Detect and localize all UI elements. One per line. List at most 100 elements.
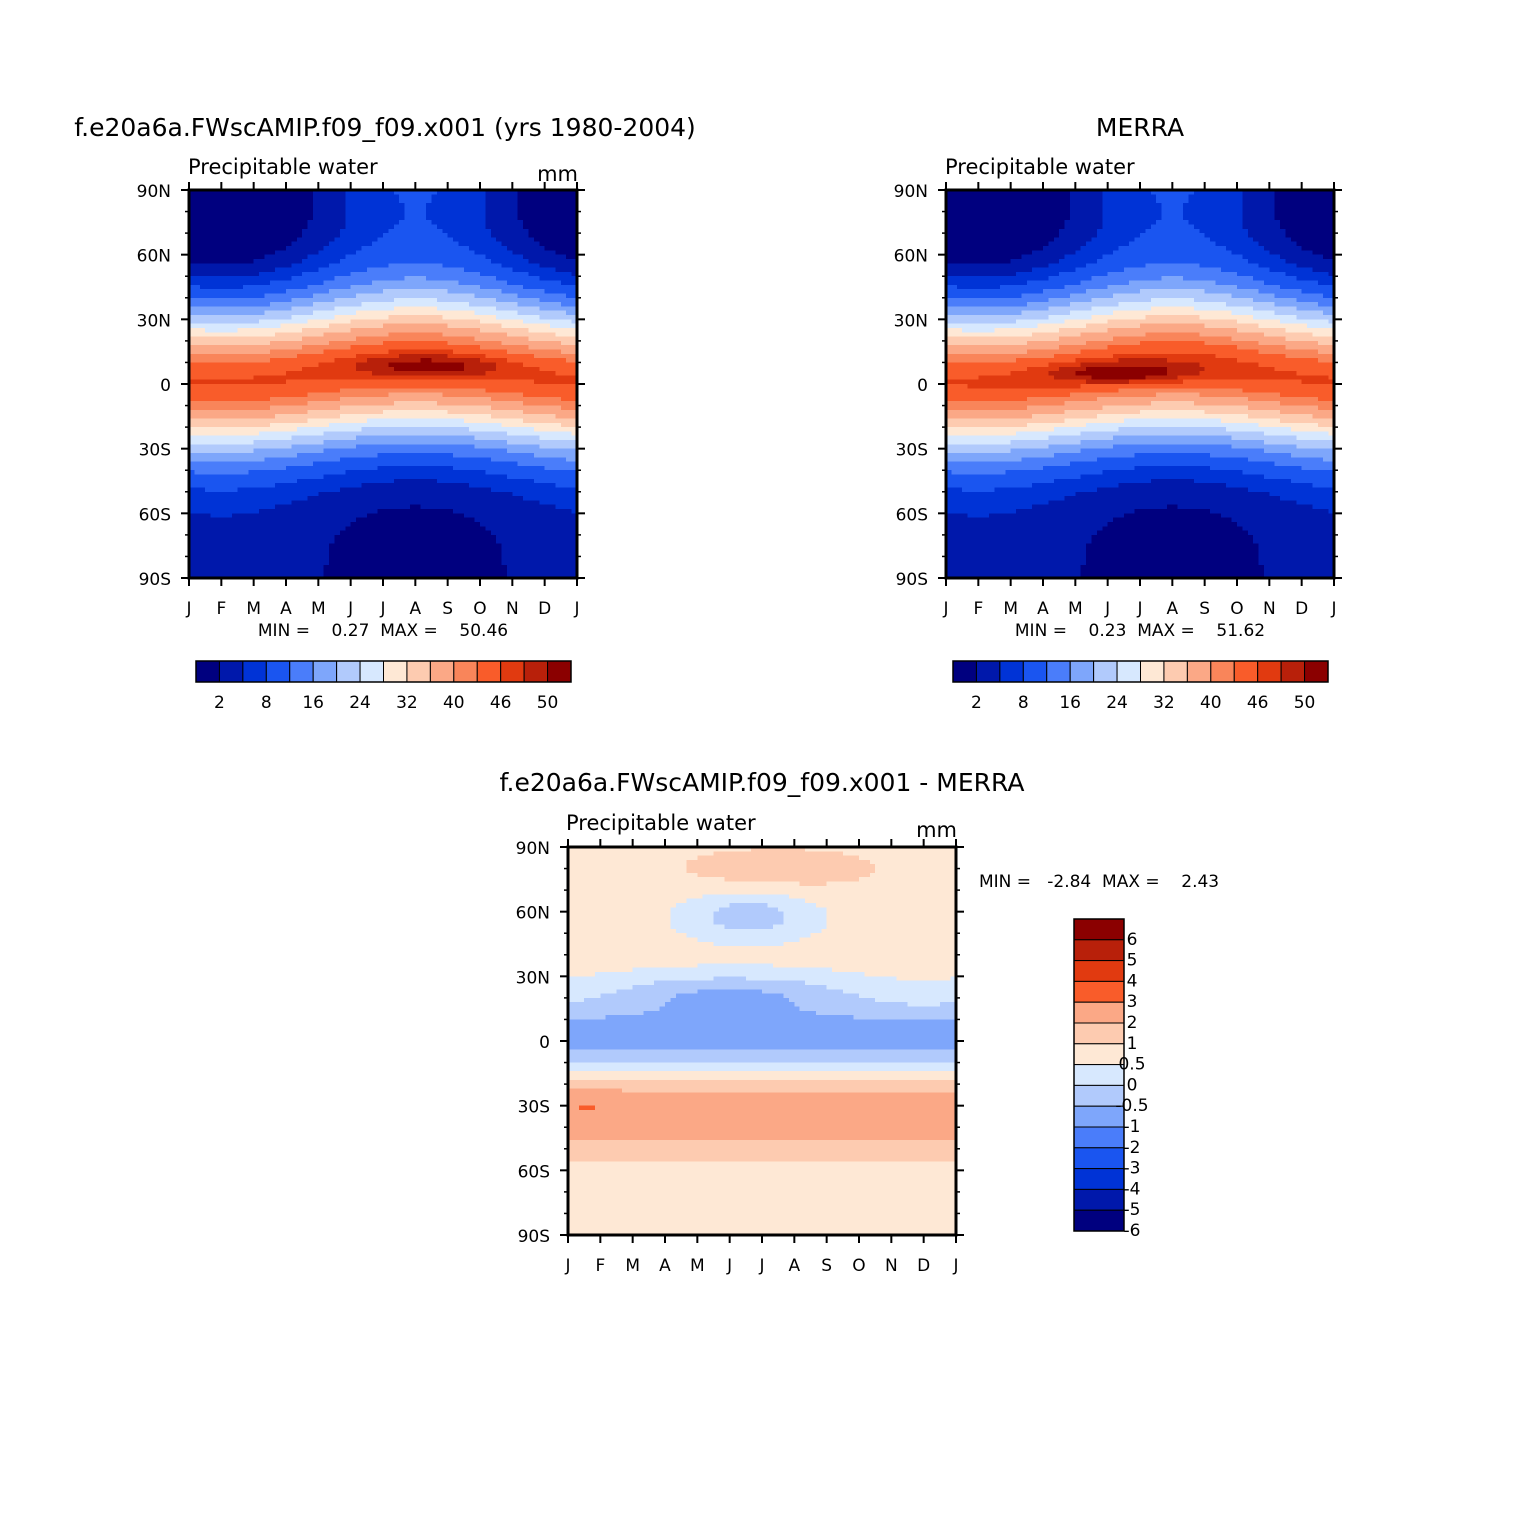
model-cell: [313, 289, 319, 294]
model-cell: [448, 375, 454, 380]
model-cell: [372, 281, 378, 286]
model-cell: [281, 328, 287, 333]
model-cell: [415, 388, 421, 393]
model-cell: [308, 250, 314, 255]
model-cell: [442, 289, 448, 294]
model-cell: [448, 388, 454, 393]
model-cell: [335, 475, 341, 480]
model-cell: [453, 371, 459, 376]
model-cell: [254, 298, 260, 303]
model-cell: [405, 237, 411, 242]
model-cell: [302, 289, 308, 294]
model-cell: [399, 311, 405, 316]
model-cell: [264, 315, 270, 320]
model-cell: [507, 457, 513, 462]
model-cell: [313, 397, 319, 402]
model-cell: [205, 203, 211, 208]
model-cell: [421, 431, 427, 436]
model-cell: [458, 401, 464, 406]
model-cell: [453, 207, 459, 212]
model-cell: [211, 483, 217, 488]
model-cell: [545, 207, 551, 212]
model-cell: [394, 237, 400, 242]
model-cell: [496, 272, 502, 277]
model-cell: [491, 250, 497, 255]
model-cell: [345, 470, 351, 475]
model-cell: [264, 302, 270, 307]
model-cell: [232, 418, 238, 423]
model-cell: [437, 285, 443, 290]
model-cell: [442, 224, 448, 229]
model-cell: [211, 423, 217, 428]
model-cell: [372, 483, 378, 488]
model-cell: [232, 483, 238, 488]
model-cell: [367, 354, 373, 359]
model-cell: [539, 414, 545, 419]
model-cell: [351, 246, 357, 251]
model-cell: [480, 298, 486, 303]
model-cell: [372, 259, 378, 264]
model-cell: [399, 436, 405, 441]
model-cell: [545, 216, 551, 221]
model-cell: [388, 315, 394, 320]
model-cell: [194, 255, 200, 260]
model-cell: [340, 462, 346, 467]
model-cell: [529, 380, 535, 385]
model-cell: [415, 250, 421, 255]
model-cell: [550, 423, 556, 428]
model-cell: [529, 268, 535, 273]
model-cell: [372, 246, 378, 251]
model-cell: [469, 298, 475, 303]
model-cell: [351, 194, 357, 199]
model-cell: [227, 418, 233, 423]
model-cell: [238, 203, 244, 208]
model-cell: [243, 298, 249, 303]
model-cell: [388, 332, 394, 337]
model-cell: [259, 431, 265, 436]
model-cell: [529, 423, 535, 428]
model-cell: [227, 337, 233, 342]
model-cell: [340, 354, 346, 359]
model-cell: [372, 462, 378, 467]
model-cell: [291, 487, 297, 492]
model-cell: [388, 397, 394, 402]
model-cell: [555, 250, 561, 255]
model-cell: [561, 302, 567, 307]
model-cell: [367, 414, 373, 419]
model-cell: [388, 306, 394, 311]
model-cell: [211, 237, 217, 242]
model-cell: [221, 457, 227, 462]
model-cell: [555, 306, 561, 311]
model-cell: [496, 375, 502, 380]
model-cell: [529, 263, 535, 268]
model-cell: [270, 216, 276, 221]
model-cell: [448, 246, 454, 251]
model-cell: [405, 255, 411, 260]
model-cell: [345, 224, 351, 229]
model-cell: [523, 431, 529, 436]
model-cell: [464, 220, 470, 225]
model-cell: [383, 397, 389, 402]
model-cell: [512, 462, 518, 467]
model-cell: [555, 436, 561, 441]
model-cell: [523, 302, 529, 307]
model-cell: [200, 341, 206, 346]
model-cell: [340, 470, 346, 475]
model-cell: [227, 414, 233, 419]
model-cell: [442, 229, 448, 234]
model-cell: [502, 276, 508, 281]
model-cell: [529, 414, 535, 419]
model-cell: [512, 324, 518, 329]
model-cell: [426, 362, 432, 367]
model-cell: [518, 475, 524, 480]
model-cell: [227, 328, 233, 333]
model-cell: [405, 418, 411, 423]
model-cell: [448, 259, 454, 264]
model-cell: [216, 418, 222, 423]
model-cell: [248, 444, 254, 449]
model-cell: [286, 418, 292, 423]
model-cell: [200, 436, 206, 441]
model-cell: [356, 436, 362, 441]
model-cell: [566, 306, 572, 311]
model-cell: [313, 332, 319, 337]
